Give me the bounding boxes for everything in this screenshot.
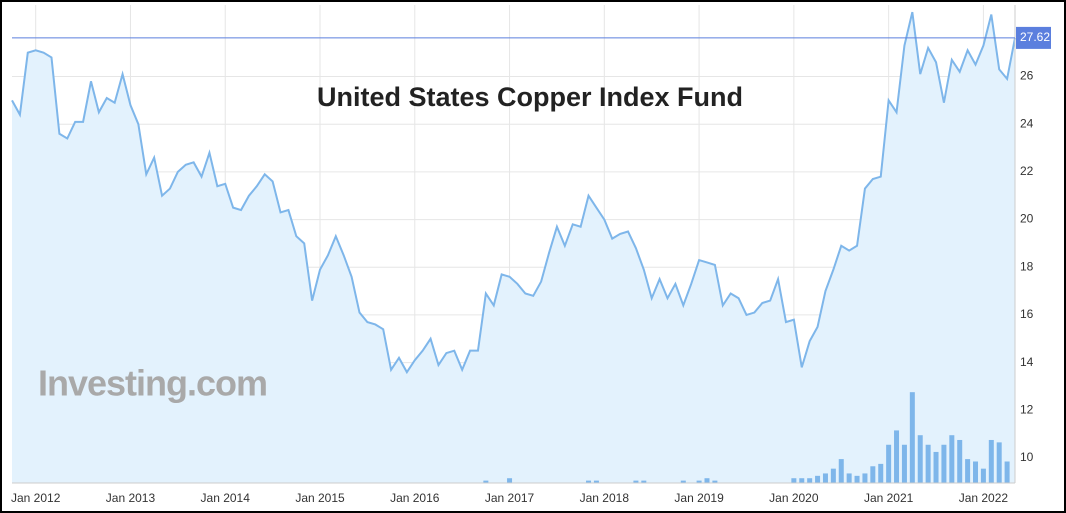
- volume-bar: [925, 444, 931, 483]
- volume-bar: [957, 439, 963, 483]
- chart-title: United States Copper Index Fund: [317, 82, 743, 112]
- volume-bar: [838, 459, 844, 483]
- volume-bar: [507, 478, 513, 483]
- volume-bar: [965, 459, 971, 483]
- watermark: Investing.com: [38, 363, 267, 404]
- volume-bar: [941, 444, 947, 483]
- volume-bar: [917, 435, 923, 483]
- volume-bar: [791, 478, 797, 483]
- last-price-label: 27.62: [1020, 30, 1050, 44]
- x-tick-label: Jan 2015: [295, 491, 345, 505]
- volume-bar: [980, 468, 986, 483]
- volume-bar: [870, 466, 876, 483]
- x-tick-label: Jan 2014: [201, 491, 251, 505]
- volume-bar: [483, 480, 489, 483]
- y-tick-label: 22: [1020, 164, 1034, 178]
- volume-bar: [878, 463, 884, 483]
- y-tick-label: 20: [1020, 212, 1034, 226]
- volume-bar: [822, 473, 828, 483]
- volume-bar: [846, 473, 852, 483]
- y-tick-label: 26: [1020, 69, 1034, 83]
- volume-bar: [886, 444, 892, 483]
- x-tick-label: Jan 2018: [580, 491, 630, 505]
- volume-bar: [894, 430, 900, 483]
- volume-bar: [815, 475, 821, 483]
- y-tick-label: 24: [1020, 116, 1034, 130]
- last-price-box: [1016, 26, 1051, 49]
- volume-bar: [854, 475, 860, 483]
- volume-bar: [586, 480, 592, 483]
- area: [12, 12, 1015, 483]
- x-tick-label: Jan 2021: [864, 491, 914, 505]
- volume-bar: [799, 478, 805, 483]
- x-tick-label: Jan 2022: [959, 491, 1009, 505]
- y-tick-label: 16: [1020, 307, 1034, 321]
- x-tick-label: Jan 2016: [390, 491, 440, 505]
- x-tick-label: Jan 2012: [11, 491, 61, 505]
- y-tick-label: 12: [1020, 402, 1034, 416]
- y-tick-label: 18: [1020, 259, 1034, 273]
- volume-bar: [862, 473, 868, 483]
- y-tick-label: 14: [1020, 355, 1034, 369]
- volume-bar: [696, 480, 702, 483]
- volume-bar: [680, 480, 686, 483]
- volume-bar: [712, 480, 718, 483]
- volume-bar: [830, 468, 836, 483]
- x-tick-label: Jan 2020: [769, 491, 819, 505]
- price-line: [11, 11, 1016, 375]
- volume-bar: [901, 444, 907, 483]
- x-tick-label: Jan 2019: [674, 491, 724, 505]
- volume-bar: [949, 435, 955, 483]
- y-tick-label: 10: [1020, 450, 1034, 464]
- volume-bar: [909, 392, 915, 483]
- volume-bar: [973, 461, 979, 483]
- volume-bar: [593, 480, 599, 483]
- volume-bar: [933, 451, 939, 483]
- volume-bar: [807, 478, 813, 483]
- volume-bar: [988, 439, 994, 483]
- volume-bar: [633, 480, 639, 483]
- volume-bar: [1004, 461, 1010, 483]
- volume-bar: [996, 442, 1002, 483]
- volume-bar: [641, 480, 647, 483]
- x-tick-label: Jan 2013: [106, 491, 156, 505]
- x-tick-label: Jan 2017: [485, 491, 535, 505]
- volume-bar: [704, 478, 710, 483]
